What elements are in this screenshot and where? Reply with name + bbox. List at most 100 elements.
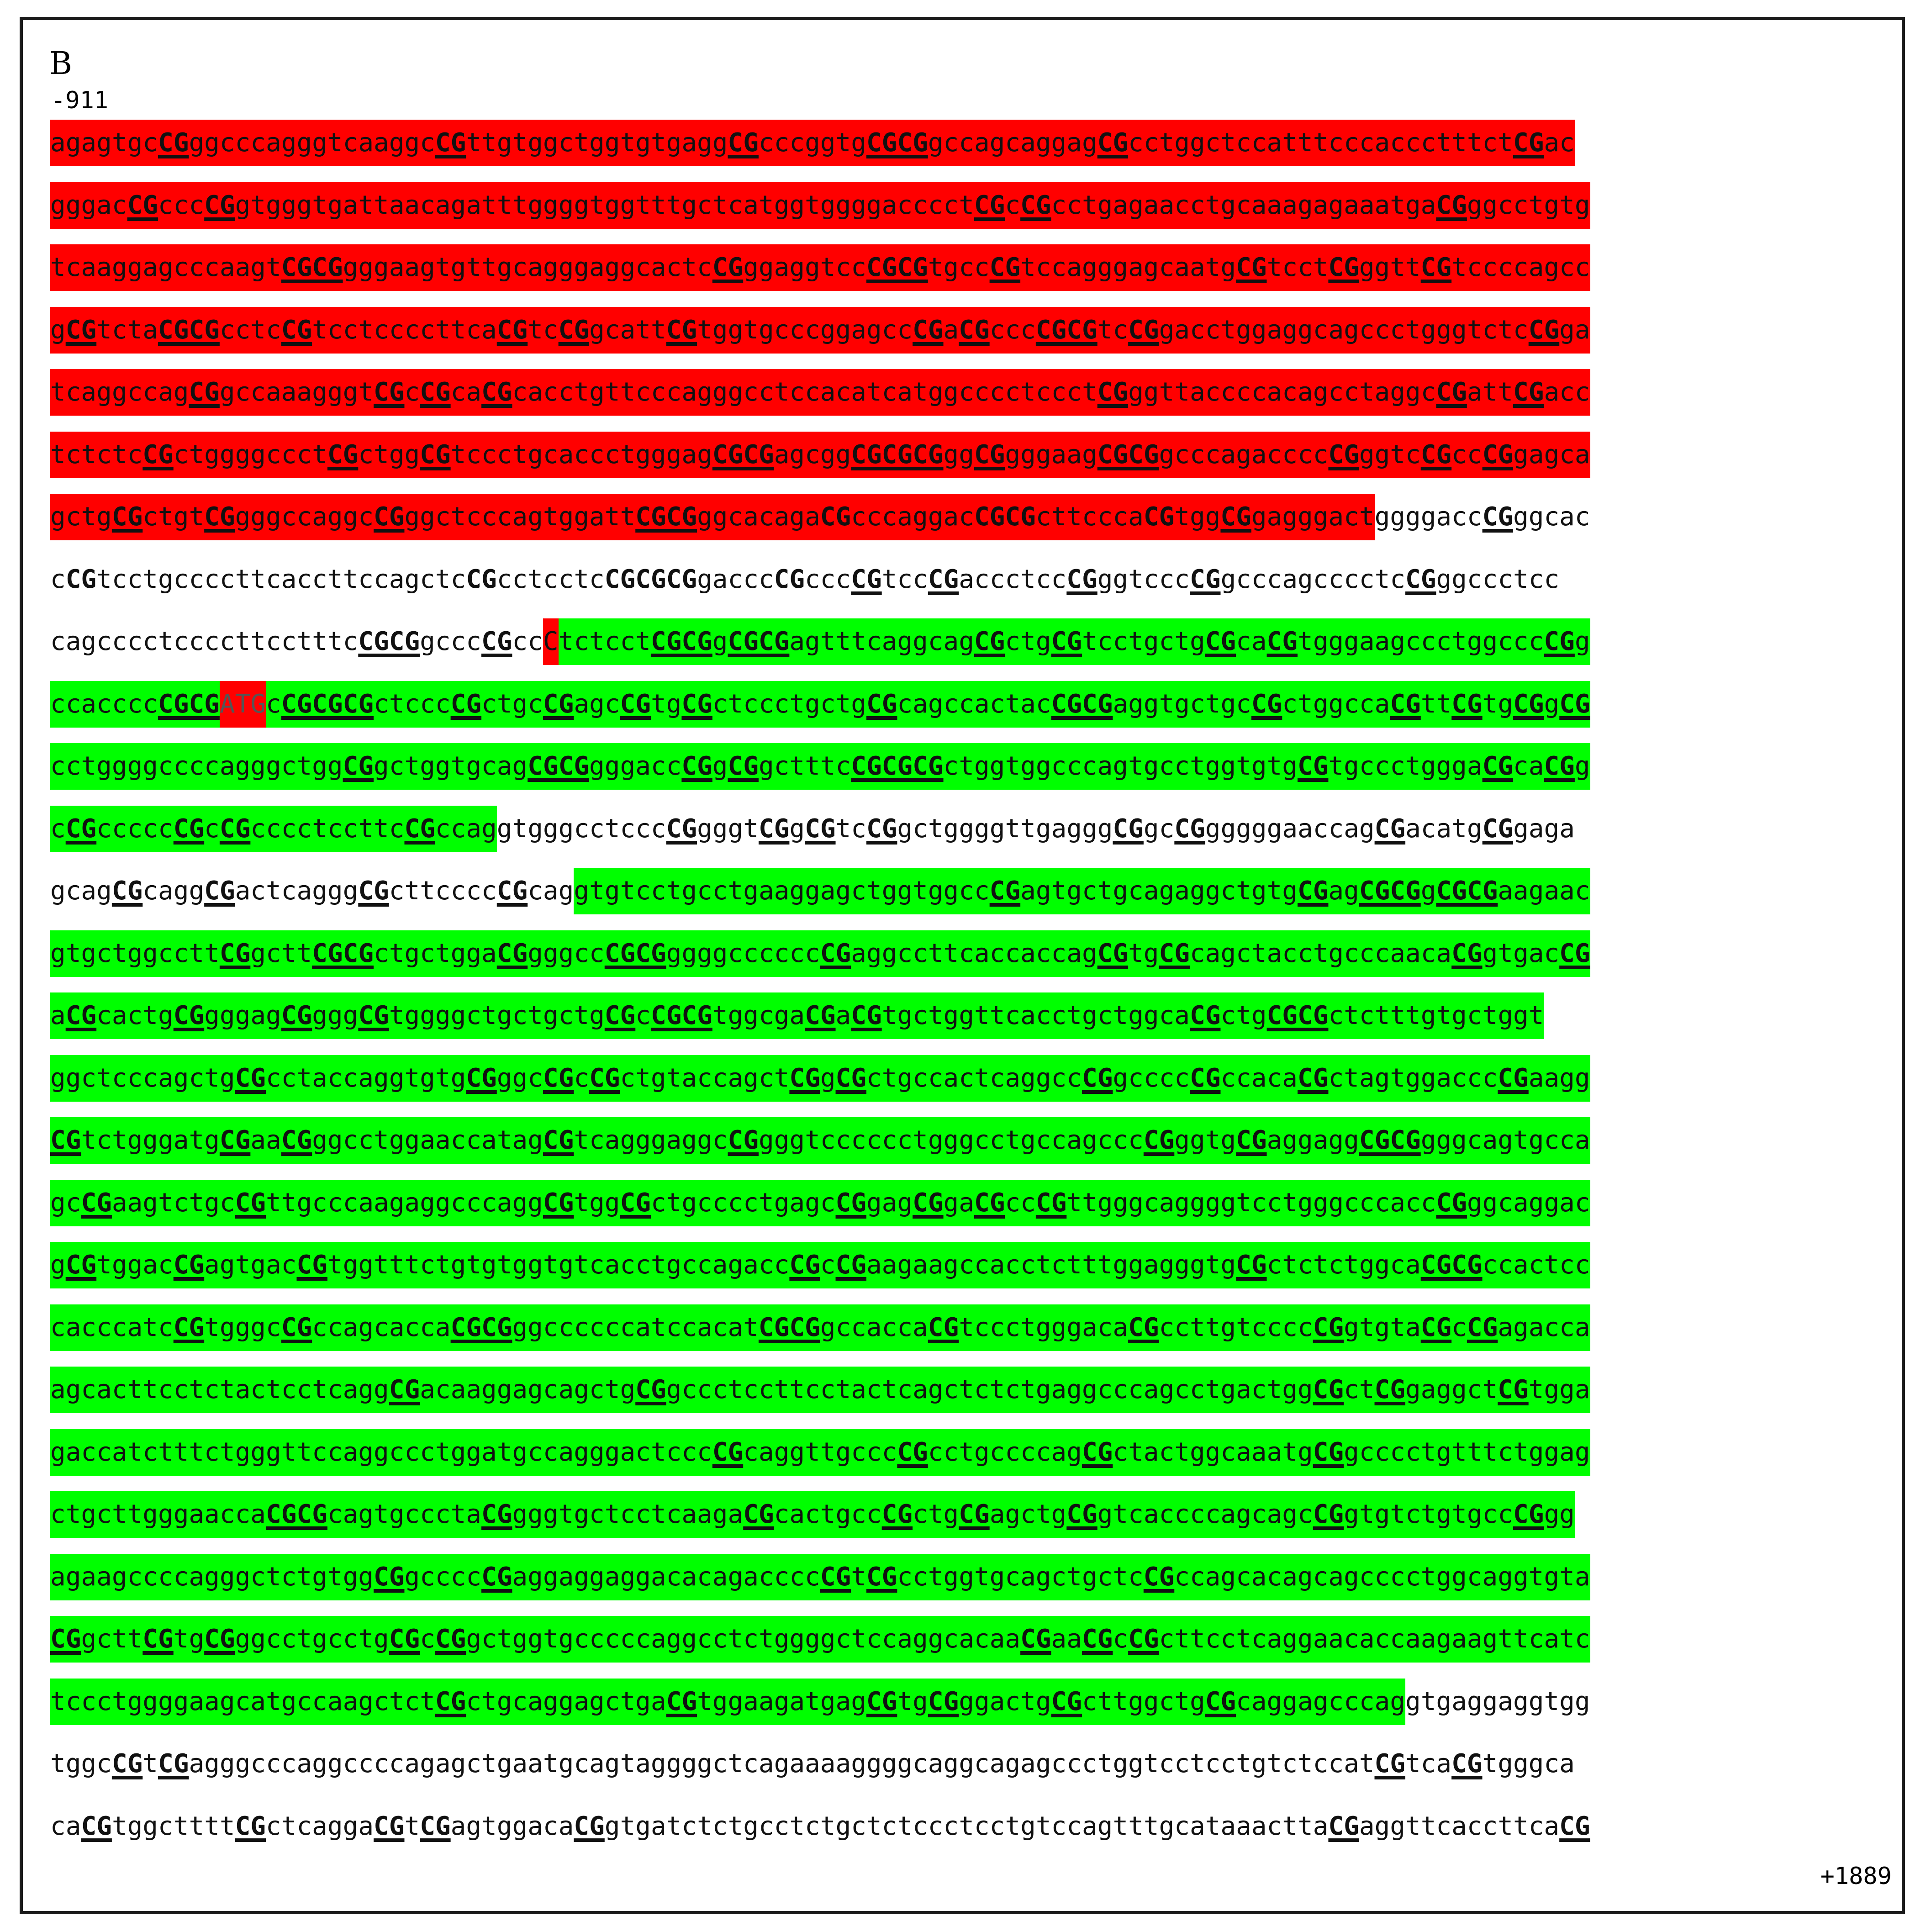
green-region: tctcctCGCGgCGCGagtttcaggcagCGctgCGtcctgc… xyxy=(558,618,1590,665)
cpg-site-bold: CGCG xyxy=(974,502,1036,532)
cpg-site: CG xyxy=(281,1312,312,1342)
green-region: ctgcttgggaaccaCGCGcagtgccctaCGgggtgctcct… xyxy=(50,1491,1575,1538)
cpg-site: CG xyxy=(327,439,359,470)
green-region: CGtctgggatgCGaaCGggcctggaaccatagCGtcaggg… xyxy=(50,1117,1590,1164)
cpg-site: CG xyxy=(866,813,897,844)
green-region: cacccatcCGtgggcCGccagcaccaCGCGggccccccat… xyxy=(50,1304,1590,1351)
cpg-site: CG xyxy=(1390,689,1421,719)
cpg-site: CG xyxy=(65,1250,97,1280)
cpg-site: CG xyxy=(420,1811,451,1841)
cpg-site: CG xyxy=(1559,689,1590,719)
cpg-site: CG xyxy=(1205,1686,1236,1716)
cpg-site: CG xyxy=(758,813,790,844)
cpg-site: CG xyxy=(1251,689,1282,719)
green-region: cCGcccccCGcCGcccctccttcCGccag xyxy=(50,805,497,852)
cpg-site: CG xyxy=(1020,190,1051,220)
cpg-site: CG xyxy=(897,1437,928,1467)
cpg-site: CG xyxy=(1066,564,1098,594)
cpg-site: CG xyxy=(173,1250,205,1280)
cpg-site: CGCG xyxy=(1035,315,1098,345)
green-region: cCGCGCGctcccCGctgcCGagcCGtgCGctccctgctgC… xyxy=(266,681,1590,728)
cpg-site: CG xyxy=(173,813,205,844)
cpg-site: CG xyxy=(496,876,528,906)
cpg-site: CG xyxy=(1513,689,1544,719)
cpg-site: CG xyxy=(728,128,759,158)
red-region: ATG xyxy=(219,681,266,728)
cpg-site: CGCGCG xyxy=(851,439,944,470)
cpg-site: CG xyxy=(1128,1624,1159,1654)
red-region: tcaaggagcccaagtCGCGgggaagtgttgcagggaggca… xyxy=(50,244,1590,291)
cpg-site: CG xyxy=(866,1562,897,1592)
cpg-site: CG xyxy=(219,938,251,968)
cpg-site: CG xyxy=(574,1811,605,1841)
cpg-site: CG xyxy=(204,502,235,532)
cpg-site: CG xyxy=(866,689,897,719)
cpg-site: CG xyxy=(435,128,466,158)
cpg-site: CG xyxy=(219,813,251,844)
cpg-site: CGCG xyxy=(450,1312,512,1342)
cpg-site: CG xyxy=(173,1312,205,1342)
cpg-site: CGCG xyxy=(1097,439,1159,470)
cpg-site: CG xyxy=(50,1624,81,1654)
green-region: CGgcttCGtgCGggcctgcctgCGcCGgctggtgccccca… xyxy=(50,1616,1590,1663)
cpg-site: CG xyxy=(712,1437,744,1467)
sequence-block: agagtgcCGggcccagggtcaaggcCGttgtggctggtgt… xyxy=(50,120,1877,1865)
cpg-site: CG xyxy=(204,190,235,220)
cpg-site: CGCG xyxy=(158,315,220,345)
cpg-site: CGCG xyxy=(604,938,666,968)
green-region: gtgtcctgcctgaaggagctggtggccCGagtgctgcaga… xyxy=(574,868,1590,914)
cpg-site: CG xyxy=(466,1063,497,1093)
unshaded-region: tggcCGtCGagggcccaggccccagagctgaatgcagtag… xyxy=(50,1749,1575,1779)
cpg-site: CG xyxy=(389,1624,420,1654)
unshaded-region: cagcccctccccttcctttcCGCGgcccCGcc xyxy=(50,627,543,656)
cpg-site: CG xyxy=(1451,1749,1483,1779)
cpg-site: CG xyxy=(543,689,574,719)
cpg-site: CG xyxy=(1482,751,1514,781)
cpg-site-bold: CG xyxy=(65,564,97,594)
red-region: C xyxy=(543,618,559,665)
cpg-site: CG xyxy=(1420,439,1452,470)
cpg-site: CG xyxy=(1544,627,1575,656)
cpg-site: CG xyxy=(1236,1125,1267,1155)
cpg-site: CGCG xyxy=(866,253,928,282)
cpg-site: CG xyxy=(928,564,959,594)
cpg-site: CG xyxy=(1328,1811,1359,1841)
cpg-site: CG xyxy=(111,1749,143,1779)
cpg-site: CG xyxy=(666,813,697,844)
green-region: ggctcccagctgCGcctaccaggtgtgCGggcCGcCGctg… xyxy=(50,1055,1590,1102)
cpg-site: CG xyxy=(1082,1437,1113,1467)
cpg-site: CG xyxy=(1513,1499,1544,1529)
cpg-site: CG xyxy=(543,1063,574,1093)
cpg-site: CG xyxy=(142,1624,174,1654)
sequence-line: tggcCGtCGagggcccaggccccagagctgaatgcagtag… xyxy=(50,1741,1877,1787)
cpg-site: CG xyxy=(374,502,405,532)
cpg-site: CG xyxy=(1159,938,1190,968)
cpg-site: CG xyxy=(127,190,158,220)
green-region: gcCGaagtctgcCGttgcccaagaggcccaggCGtggCGc… xyxy=(50,1179,1590,1226)
red-region: agagtgcCGggcccagggtcaaggcCGttgtggctggtgt… xyxy=(50,120,1575,166)
cpg-site: CG xyxy=(1420,253,1452,282)
cpg-site: CGCG xyxy=(1051,689,1113,719)
green-region: gCGtggacCGagtgacCGtggtttctgtgtggtgtcacct… xyxy=(50,1242,1590,1288)
sequence-line: caCGtggcttttCGctcaggaCGtCGagtggacaCGgtga… xyxy=(50,1803,1877,1850)
green-region: aCGcactgCGgggagCGgggCGtggggctgctgctgCGcC… xyxy=(50,992,1544,1039)
cpg-site: CG xyxy=(635,1375,666,1404)
cpg-site: CG xyxy=(204,876,235,906)
cpg-site: CG xyxy=(481,377,512,407)
sequence-line: tcaaggagcccaagtCGCGgggaagtgttgcagggaggca… xyxy=(50,244,1877,291)
sequence-line: gCGtctaCGCGcctcCGtcctccccttcaCGtcCGgcatt… xyxy=(50,306,1877,354)
cpg-site: CG xyxy=(1313,1499,1344,1529)
cpg-site: CG xyxy=(1190,1001,1221,1030)
cpg-site: CG xyxy=(1482,813,1514,844)
cpg-site: CG xyxy=(1143,1125,1175,1155)
cpg-site: CG xyxy=(281,1001,312,1030)
cpg-site: CG xyxy=(959,1499,990,1529)
cpg-site: CG xyxy=(1097,377,1129,407)
start-codon: ATG xyxy=(219,689,266,719)
sequence-line: gaccatctttctgggttccaggccctggatgccagggact… xyxy=(50,1429,1877,1476)
cpg-site: CG xyxy=(1374,1375,1405,1404)
cpg-site: CGCG xyxy=(635,502,697,532)
cpg-site: CG xyxy=(1097,128,1129,158)
red-region: tctctcCGctggggccctCGctggCGtccctgcaccctgg… xyxy=(50,431,1590,478)
sequence-line: cCGcccccCGcCGcccctccttcCGccaggtgggcctccc… xyxy=(50,805,1877,852)
